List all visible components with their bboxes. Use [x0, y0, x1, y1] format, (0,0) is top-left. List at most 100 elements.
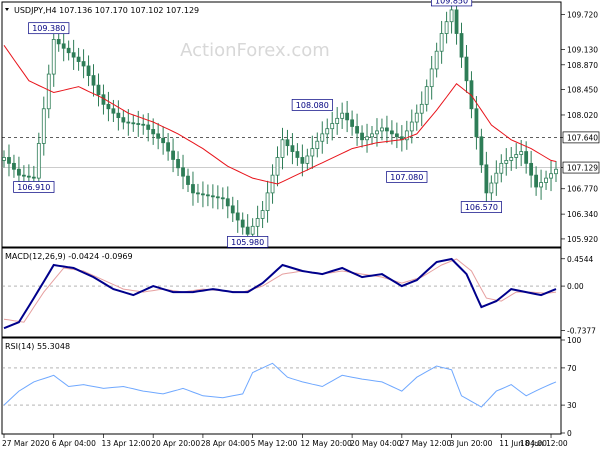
time-axis-label: 11 Jun 04:00 [499, 439, 547, 448]
candle [489, 175, 494, 201]
candle [394, 122, 399, 149]
time-axis-label: 20 May 04:00 [350, 439, 402, 448]
svg-text:105.980: 105.980 [231, 238, 264, 247]
time-axis-label: 13 Apr 12:00 [101, 439, 150, 448]
candle [240, 212, 245, 235]
time-axis-label: 3 Jun 20:00 [450, 439, 493, 448]
candle [270, 164, 275, 204]
price-annotation: 109.380 [28, 22, 70, 35]
price-axis-label: 109.720 [567, 11, 598, 20]
candle [230, 196, 235, 222]
svg-text:109.380: 109.380 [32, 24, 65, 33]
candle [191, 171, 195, 206]
macd-axis-label: 0.00 [567, 282, 584, 291]
candle [161, 126, 166, 155]
candle [51, 26, 56, 87]
price-axis-label: 109.130 [567, 45, 598, 54]
candle [56, 31, 61, 52]
price-pane-title: USDJPY,H4 107.136 107.170 107.102 107.12… [14, 6, 199, 15]
price-annotations: 109.380 105.980 108.080 107.080 109.850 106.5… [13, 0, 502, 248]
price-pane-frame [1, 1, 562, 248]
macd-axis-label: 0.4544 [567, 255, 593, 264]
candle [360, 125, 364, 148]
candle [504, 148, 509, 176]
time-axis-label: 27 May 12:00 [400, 439, 452, 448]
candle [146, 113, 151, 142]
price-axis-label: 105.920 [567, 235, 598, 244]
candle [151, 118, 156, 145]
time-axis-label: 20 Apr 20:00 [151, 439, 200, 448]
candle [375, 118, 379, 147]
rsi-pane: RSI(14) 55.3048 [2, 342, 561, 408]
svg-text:107.080: 107.080 [390, 173, 423, 182]
candle [340, 102, 345, 129]
macd-pane: MACD(12,26,9) -0.0424 -0.0969 [2, 252, 561, 330]
time-axis-label: 28 Apr 04:00 [201, 439, 250, 448]
price-annotation: 105.980 [227, 236, 269, 248]
candle [131, 114, 136, 132]
candle [285, 129, 290, 156]
candle [335, 107, 340, 135]
candle [370, 125, 374, 145]
rsi-axis-label: 70 [567, 364, 577, 373]
rsi-axis-label: 0 [567, 429, 572, 438]
time-axis-label: 5 May 12:00 [251, 439, 298, 448]
candle [444, 11, 449, 44]
candle [61, 30, 66, 62]
price-axis-label: 108.870 [567, 61, 598, 70]
candle [459, 22, 464, 68]
svg-text:106.570: 106.570 [465, 203, 498, 212]
price-axis-label: 106.340 [567, 210, 598, 219]
candle [499, 154, 504, 183]
candle [494, 160, 499, 196]
price-axis-label: 106.770 [567, 185, 598, 194]
candle [529, 150, 534, 188]
candle [464, 45, 469, 93]
candle [325, 118, 330, 144]
price-annotation: 106.910 [13, 181, 55, 193]
candle [86, 55, 91, 87]
candle [509, 146, 514, 171]
candle [434, 42, 439, 78]
candle [106, 91, 111, 122]
candle [315, 132, 320, 158]
candle [454, 0, 459, 45]
candle [7, 144, 11, 177]
candle [554, 160, 558, 182]
candle [76, 47, 81, 71]
price-axis-label: 107.129 [567, 164, 598, 173]
rsi-axis-label: 30 [567, 401, 577, 410]
price-annotation: 106.570 [460, 201, 502, 213]
candle [171, 138, 175, 173]
candle [111, 99, 116, 123]
candle [210, 184, 215, 209]
svg-text:106.910: 106.910 [17, 183, 50, 192]
price-axis-label: 107.640 [567, 133, 598, 142]
candle [201, 181, 205, 208]
svg-text:108.080: 108.080 [296, 101, 329, 110]
macd-axis: 0.4544 0.00 -0.7377 [561, 255, 596, 335]
candle [280, 127, 285, 170]
candle [205, 184, 210, 207]
watermark: ActionForex.com [180, 40, 330, 61]
candle [265, 180, 270, 223]
candle [156, 122, 161, 150]
candle [136, 110, 141, 137]
candle [2, 150, 6, 168]
rsi-axis: 100 70 30 0 [561, 336, 582, 438]
rsi-axis-label: 100 [567, 336, 582, 345]
candle [220, 187, 225, 210]
rsi-line [3, 362, 557, 408]
candle [310, 135, 315, 169]
candle [424, 79, 429, 112]
candle [544, 170, 548, 190]
candle [419, 91, 424, 127]
candle [186, 168, 190, 193]
candle [215, 185, 220, 210]
candle [235, 200, 240, 233]
macd-axis-label: -0.7377 [567, 326, 596, 335]
candle [166, 133, 171, 161]
macd-line [3, 257, 557, 330]
candle [404, 120, 409, 150]
